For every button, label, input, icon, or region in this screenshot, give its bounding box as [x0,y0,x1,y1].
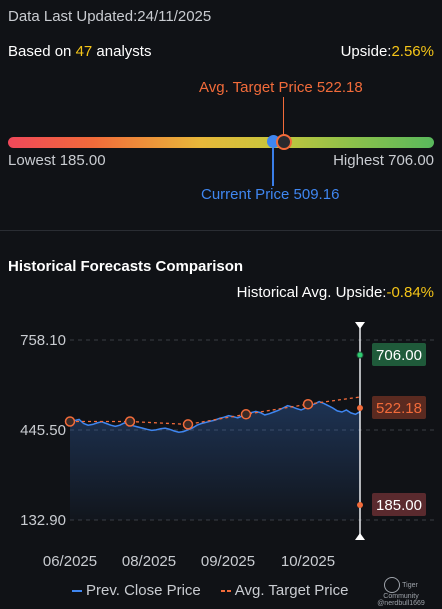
historical-upside-value: -0.84% [386,284,434,301]
upside-value: 2.56% [391,43,434,60]
avg-target-point [302,398,314,410]
section-divider [0,230,442,231]
x-tick-label: 06/2025 [43,553,97,570]
legend-dashed-line-icon [220,589,231,592]
upside-label: Upside: [340,43,392,60]
legend-avg-target[interactable]: Avg. Target Price [220,582,349,599]
x-tick-label: 10/2025 [281,553,335,570]
x-tick-label: 09/2025 [201,553,255,570]
y-tick-label: 445.50 [20,422,66,439]
analyst-count-text: Based on 47 analysts [8,43,151,60]
current-price-pointer-line [272,148,274,186]
historical-section-title: Historical Forecasts Comparison [8,258,244,275]
avg-tag-text: 522.18 [376,400,422,417]
legend-solid-line-icon [72,589,82,592]
historical-upside-text: Historical Avg. Upside:-0.84% [237,284,434,301]
chart-legend: Prev. Close Price Avg. Target Price [72,582,348,599]
updated-label: Data Last Updated: [8,8,138,25]
avg-target-marker [275,134,292,150]
range-top-arrow-icon [355,322,365,329]
based-suffix: analysts [92,43,152,60]
lowest-price-label: Lowest 185.00 [8,152,106,169]
current-price-label: Current Price 509.16 [201,186,340,203]
avg-target-points [64,398,314,430]
legend-close-label: Prev. Close Price [86,582,201,599]
low-tag [372,493,426,516]
upside-text: Upside:2.56% [341,43,434,60]
x-tick-label: 08/2025 [122,553,176,570]
high-marker [356,351,364,359]
avg-tag [372,396,426,419]
avg-target-point [240,409,252,420]
high-tag [372,343,426,366]
high-tag-text: 706.00 [376,347,422,364]
updated-date: 24/11/2025 [137,8,212,25]
low-marker [357,502,363,508]
avg-target-point [64,416,76,427]
data-updated-text: Data Last Updated:24/11/2025 [8,8,211,25]
y-tick-label: 132.90 [20,512,66,529]
y-tick-label: 758.10 [20,332,66,349]
avg-target-point [124,416,136,427]
price-range-gradient-bar [8,137,434,148]
tiger-logo-icon [384,577,401,593]
avg-target-pointer-line [282,97,285,137]
legend-target-label: Avg. Target Price [234,582,349,599]
watermark-user: @nerdbull1669 [377,600,425,607]
avg-target-line [70,396,361,426]
avg-target-point [182,419,194,430]
range-bottom-arrow-icon [355,533,365,540]
close-price-area [70,401,360,520]
low-tag-text: 185.00 [376,497,422,514]
analyst-count: 47 [75,43,93,60]
historical-upside-label: Historical Avg. Upside: [236,284,387,301]
highest-price-label: Highest 706.00 [333,152,434,169]
historical-forecast-chart: 758.10 445.50 132.90 706.00 522.18 185.0… [20,322,436,570]
avg-target-label: Avg. Target Price 522.18 [199,79,363,96]
avg-marker [357,405,363,411]
watermark-brand: Tiger Community [383,581,419,600]
based-prefix: Based on [8,43,76,60]
watermark: Tiger Community @nerdbull1669 [366,577,436,607]
legend-close-price[interactable]: Prev. Close Price [72,582,201,599]
